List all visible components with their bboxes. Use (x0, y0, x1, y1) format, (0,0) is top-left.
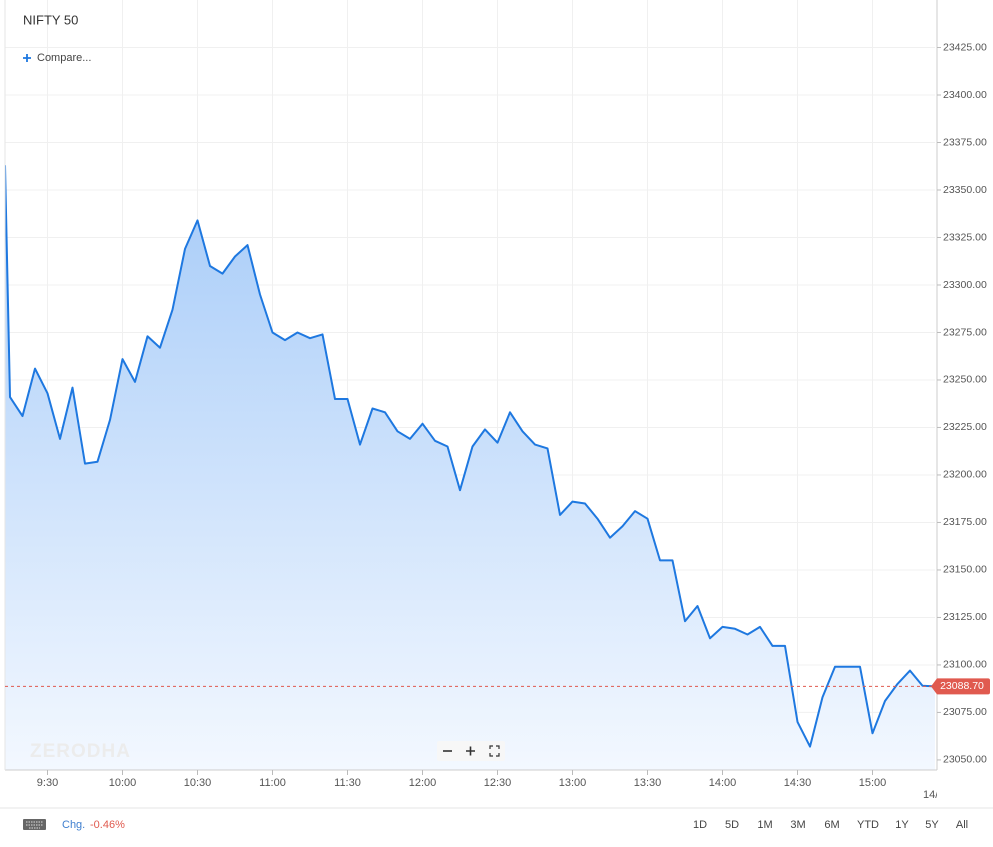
keyboard-keys (26, 821, 43, 829)
compare-label[interactable]: Compare... (37, 52, 91, 64)
change-label: Chg. (62, 819, 85, 831)
y-tick-label: 23300.00 (943, 279, 987, 291)
last-price-label: 23088.70 (940, 680, 984, 692)
zoom-reset[interactable] (489, 745, 500, 757)
x-tick-label: 12:30 (484, 777, 512, 789)
chart-title: NIFTY 50 (23, 12, 78, 27)
y-tick-label: 23225.00 (943, 421, 987, 433)
y-tick-label: 23200.00 (943, 469, 987, 481)
y-tick-label: 23375.00 (943, 136, 987, 148)
x-tick-label: 11:00 (259, 777, 286, 789)
plot (5, 165, 935, 770)
x-tick-label: 14:00 (709, 777, 737, 789)
x-tick-label: 13:00 (559, 777, 587, 789)
y-tick-label: 23425.00 (943, 41, 987, 53)
range-button[interactable]: 1M (757, 819, 772, 831)
range-button[interactable]: 6M (824, 819, 839, 831)
y-tick-label: 23175.00 (943, 516, 987, 528)
zoom-in[interactable] (466, 746, 475, 756)
area (5, 165, 935, 770)
change-value: -0.46% (90, 819, 125, 831)
y-tick-label: 23400.00 (943, 89, 987, 101)
range-button[interactable]: 3M (790, 819, 805, 831)
x-tick-label: 13:30 (634, 777, 662, 789)
x-tick-label: 10:30 (184, 777, 212, 789)
y-tick-label: 23325.00 (943, 231, 987, 243)
y-tick-label: 23275.00 (943, 326, 987, 338)
y-tick-label: 23350.00 (943, 184, 987, 196)
y-tick-label: 23125.00 (943, 611, 987, 623)
y-tick-label: 23150.00 (943, 564, 987, 576)
line (5, 165, 935, 748)
keyboard-icon[interactable] (23, 819, 46, 830)
y-tick-label: 23250.00 (943, 374, 987, 386)
x-tick-label: 12:00 (409, 777, 437, 789)
x-tick-label: 10:00 (109, 777, 137, 789)
x-tick-label: 15:00 (859, 777, 887, 789)
range-button[interactable]: YTD (857, 819, 879, 831)
x-end-label: 14/ (923, 789, 939, 801)
compare-button[interactable]: Compare... (23, 52, 91, 64)
last-price-tag (931, 678, 990, 695)
zoom-controls (437, 741, 505, 761)
y-tick-label: 23050.00 (943, 754, 987, 766)
x-tick-label: 14:30 (784, 777, 812, 789)
x-tick-label: 11:30 (334, 777, 361, 789)
range-button[interactable]: 1Y (895, 819, 909, 831)
range-button[interactable]: 1D (693, 819, 707, 831)
y-tick-label: 23075.00 (943, 706, 987, 718)
plus-icon (23, 54, 31, 62)
watermark: ZERODHA (30, 741, 131, 762)
range-button[interactable]: 5Y (925, 819, 939, 831)
range-button[interactable]: 5D (725, 819, 739, 831)
x-tick-label: 9:30 (37, 777, 58, 789)
y-tick-label: 23100.00 (943, 659, 987, 671)
range-button[interactable]: All (956, 819, 968, 831)
